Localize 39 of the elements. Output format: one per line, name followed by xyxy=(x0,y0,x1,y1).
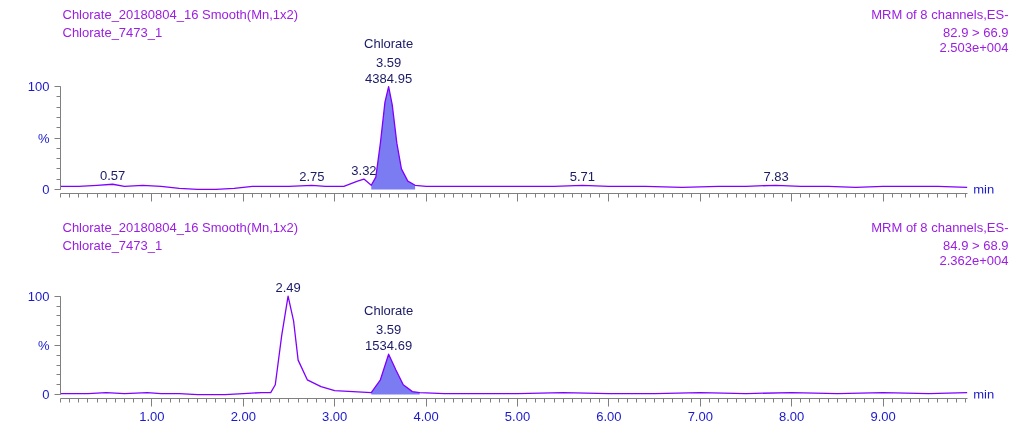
annotation: Chlorate xyxy=(364,303,414,319)
x-tick-label: 4.00 xyxy=(413,408,439,424)
text: 84.9 > 68.9 xyxy=(943,237,1009,253)
chart-subtitle: Chlorate_7473_1 xyxy=(62,24,163,40)
text: 2.503e+004 xyxy=(939,39,1009,55)
x-tick-label: 2.00 xyxy=(230,408,256,424)
y-tick-label: % xyxy=(37,337,50,353)
x-tick-label: 5.00 xyxy=(504,408,531,424)
text: 2.362e+004 xyxy=(939,252,1009,268)
x-tick-label: 9.00 xyxy=(870,408,896,424)
chart-subtitle: Chlorate_7473_1 xyxy=(62,237,163,253)
text: MRM of 8 channels,ES- xyxy=(871,219,1009,235)
y-tick-label: 0 xyxy=(42,387,50,403)
chart-title: Chlorate_20180804_16 Smooth(Mn,1x2) xyxy=(62,219,299,235)
annotation: 2.75 xyxy=(299,169,325,185)
x-tick-label: 8.00 xyxy=(779,408,805,424)
annotation: 0.57 xyxy=(99,168,126,184)
annotation: 4384.95 xyxy=(365,70,413,86)
annotation: 1534.69 xyxy=(365,338,413,354)
x-axis-title: min xyxy=(973,181,995,197)
x-axis-title: min xyxy=(973,387,995,403)
annotation: 5.71 xyxy=(569,169,596,185)
annotation: 3.59 xyxy=(375,322,402,338)
x-tick-label: 3.00 xyxy=(322,408,348,424)
text: MRM of 8 channels,ES- xyxy=(871,6,1009,22)
y-tick-label: 100 xyxy=(27,288,50,304)
x-tick-label: 6.00 xyxy=(596,408,622,424)
y-tick-label: 100 xyxy=(27,79,50,95)
annotation: 2.49 xyxy=(275,280,301,296)
x-tick-label: 7.00 xyxy=(687,408,713,424)
y-tick-label: % xyxy=(37,130,50,146)
annotation: Chlorate xyxy=(364,35,414,51)
annotation: 3.59 xyxy=(375,54,402,70)
annotation: 7.83 xyxy=(763,169,789,185)
annotation: 3.32 xyxy=(351,163,377,179)
text: 82.9 > 66.9 xyxy=(943,24,1009,40)
x-tick-label: 1.00 xyxy=(139,408,165,424)
chart-title: Chlorate_20180804_16 Smooth(Mn,1x2) xyxy=(62,6,299,22)
y-tick-label: 0 xyxy=(42,181,50,197)
